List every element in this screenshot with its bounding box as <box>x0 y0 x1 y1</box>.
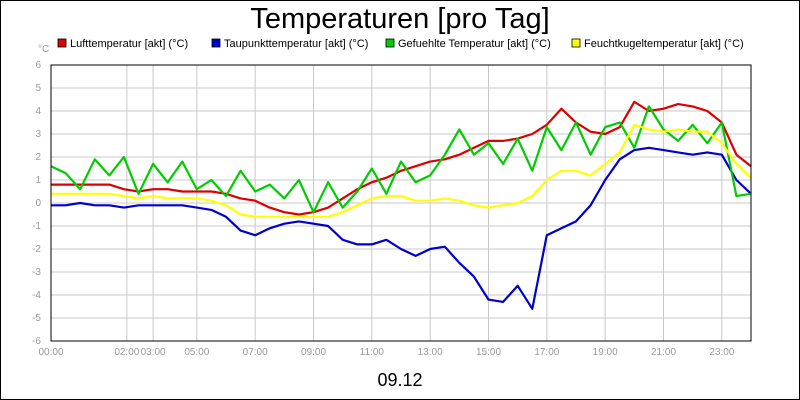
x-tick-label: 05:00 <box>184 347 209 358</box>
series-lines <box>50 100 752 310</box>
y-tick-label: -5 <box>32 313 41 324</box>
y-tick-label: -4 <box>32 290 41 301</box>
series-line-3 <box>51 123 752 218</box>
x-tick-label: 11:00 <box>360 347 385 358</box>
legend-swatch <box>385 38 395 48</box>
y-tick-label: 0 <box>35 198 41 209</box>
legend-swatch <box>211 38 221 48</box>
legend-label: Taupunkttemperatur [akt] (°C) <box>224 38 368 50</box>
x-tick-label: 13:00 <box>418 347 443 358</box>
x-tick-label: 07:00 <box>243 347 268 358</box>
legend-swatch <box>571 38 581 48</box>
y-tick-label: 5 <box>35 83 41 94</box>
series-line-2 <box>50 105 752 214</box>
y-tick-label: -1 <box>32 221 41 232</box>
x-tick-label: 23:00 <box>709 347 734 358</box>
y-tick-label: 1 <box>35 175 41 186</box>
x-tick-label: 00:00 <box>38 347 63 358</box>
y-tick-label: -2 <box>32 244 41 255</box>
x-axis: 00:00 02:00 03:00 05:00 07:00 09:00 11:00 13:00… <box>38 347 734 358</box>
legend-label: Gefuehlte Temperatur [akt] (°C) <box>398 38 551 50</box>
y-tick-label: -3 <box>32 267 41 278</box>
y-tick-label: 6 <box>35 60 41 71</box>
legend-swatch <box>57 38 67 48</box>
x-tick-label: 02:00 <box>114 347 139 358</box>
legend-label: Feuchtkugeltemperatur [akt] (°C) <box>584 38 744 50</box>
y-unit-label: °C <box>38 44 49 55</box>
x-tick-label: 09:00 <box>301 347 326 358</box>
legend: Lufttemperatur [akt] (°C) Taupunkttempera… <box>57 38 744 50</box>
series-line-0 <box>51 100 752 216</box>
x-tick-label: 17:00 <box>534 347 559 358</box>
chart-title: Temperaturen [pro Tag] <box>250 3 549 35</box>
legend-label: Lufttemperatur [akt] (°C) <box>70 38 188 50</box>
y-tick-label: -6 <box>32 336 41 347</box>
y-tick-label: 3 <box>35 129 41 140</box>
x-tick-label: 21:00 <box>651 347 676 358</box>
plot-border <box>50 64 752 342</box>
series-line-1 <box>51 146 752 310</box>
y-axis: 6 5 4 3 2 1 0 -1 -2 -3 -4 -5 -6 <box>32 60 41 347</box>
x-axis-date-label: 09.12 <box>377 370 422 390</box>
grid <box>50 64 751 342</box>
y-tick-label: 4 <box>35 106 41 117</box>
x-tick-label: 03:00 <box>141 347 166 358</box>
x-tick-label: 19:00 <box>593 347 618 358</box>
y-tick-label: 2 <box>35 152 41 163</box>
x-tick-label: 15:00 <box>476 347 501 358</box>
